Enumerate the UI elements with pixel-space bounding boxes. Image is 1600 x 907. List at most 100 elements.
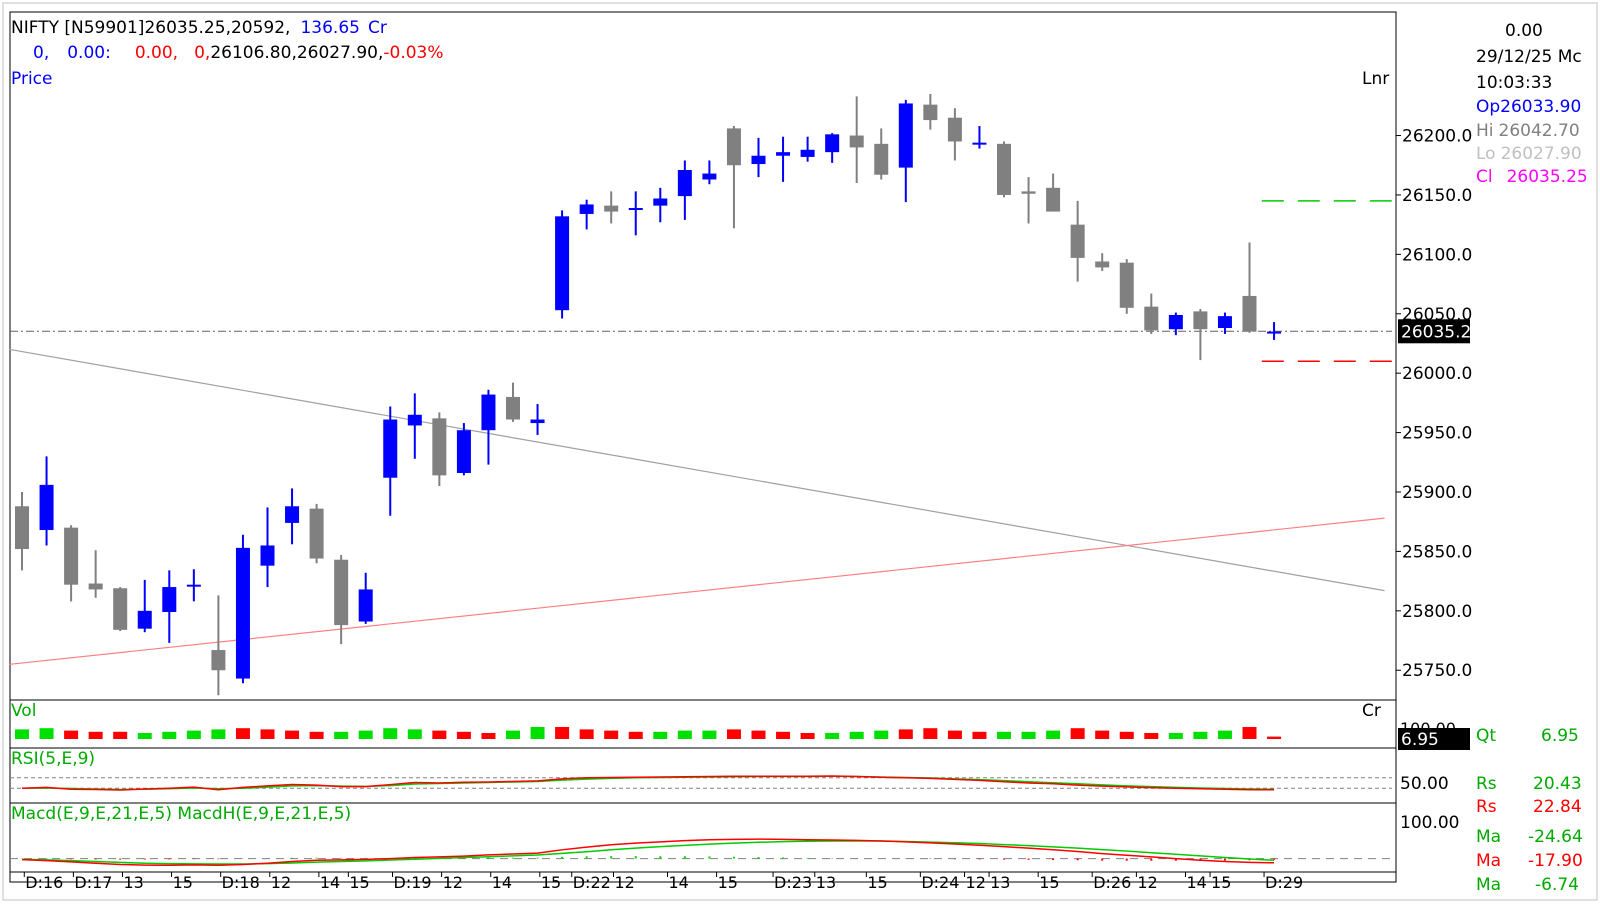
info-low: Lo 26027.90 (1476, 144, 1582, 164)
macd-pane[interactable] (10, 838, 1392, 867)
volume-bar (235, 728, 250, 739)
time-tick-label: 13 (816, 873, 836, 892)
volume-bar (1144, 733, 1159, 739)
candle-up (1217, 316, 1232, 329)
time-tick-label: 15 (349, 873, 369, 892)
volume-bar (555, 727, 570, 739)
candle-down (309, 508, 324, 559)
info-qt-value: 6.95 (1541, 726, 1579, 746)
volume-pane[interactable] (15, 727, 1282, 739)
price-tick-label: 25950.0 (1402, 424, 1472, 444)
volume-bar (1267, 736, 1282, 739)
candle-down (1119, 262, 1134, 308)
candle-down (604, 205, 619, 212)
volume-pane-label: Vol (11, 701, 36, 721)
candle-up (39, 484, 54, 531)
candle-down (1070, 224, 1085, 258)
macd-signal-line (21, 840, 1275, 865)
price-pane[interactable] (9, 93, 1392, 696)
price-tick-label: 26200.0 (1402, 127, 1472, 147)
low-value: 26027.90 (1501, 144, 1582, 164)
last-price-volume: 26035.25,20592, (144, 18, 290, 38)
candle-up (162, 587, 177, 613)
volume-bar (1217, 730, 1232, 739)
rsi-pane-label: RSI(5,E,9) (11, 749, 95, 769)
candle-up (530, 419, 545, 424)
time-tick-label: 15 (1039, 873, 1059, 892)
candle-down (726, 128, 741, 166)
volume-bar (162, 731, 177, 739)
volume-bar (383, 728, 398, 739)
header-field-c: 0.00, (135, 43, 178, 63)
header-line-1: NIFTY [N59901]26035.25,20592, 136.65 Cr (11, 18, 387, 38)
candle-down (874, 143, 889, 175)
volume-bar (972, 731, 987, 739)
price-tick-label: 25900.0 (1402, 483, 1472, 503)
candle-up (702, 173, 717, 180)
candle-down (88, 583, 103, 590)
time-tick-label: 14 (492, 873, 512, 892)
header-field-d: 0, (194, 43, 210, 63)
falling-trendline (9, 348, 1385, 592)
candle-up (800, 149, 815, 157)
info-open: Op26033.90 (1476, 97, 1581, 117)
low-label: Lo (1476, 144, 1496, 164)
info-qt-label: Qt (1476, 726, 1496, 746)
header-field-a: 0, (33, 43, 49, 63)
candle-down (1046, 187, 1061, 212)
time-tick-label: 15 (541, 873, 561, 892)
price-tick-label: 25850.0 (1402, 542, 1472, 562)
candle-up (456, 430, 471, 473)
volume-bar (211, 729, 226, 739)
candle-up (628, 208, 643, 211)
rsi-pane[interactable] (10, 775, 1392, 791)
volume-bar (628, 731, 643, 739)
volume-bar (260, 729, 275, 739)
candle-down (506, 396, 520, 420)
scale-mode-label[interactable]: Lnr (1362, 69, 1389, 89)
header-line-2: 0, 0.00: 0.00, 0,26106.80,26027.90,-0.03% (33, 43, 444, 63)
candle-down (849, 135, 864, 148)
info-close: Cl 26035.25 (1476, 167, 1588, 187)
candle-up (972, 142, 987, 145)
candle-down (1021, 191, 1036, 194)
price-pane-label: Price (11, 69, 52, 89)
turnover-value: 136.65 (300, 18, 359, 38)
info-ma2-label: Ma (1476, 851, 1501, 871)
header-field-b: 0.00: (67, 43, 111, 63)
info-ma1-label: Ma (1476, 827, 1501, 847)
volume-bar (1242, 727, 1257, 739)
volume-bar (186, 730, 201, 739)
volume-bar (1021, 731, 1036, 739)
time-tick-label: 14 (320, 873, 340, 892)
volume-bar (309, 731, 324, 739)
volume-bar (874, 730, 889, 739)
candle-down (113, 588, 128, 630)
volume-bar (1095, 730, 1110, 739)
time-tick-label: 15 (718, 873, 738, 892)
volume-bar (15, 729, 29, 739)
volume-bar (923, 728, 938, 739)
current-price-box (1398, 319, 1470, 344)
close-label: Cl (1476, 167, 1493, 187)
volume-bar (997, 731, 1011, 739)
price-tick-label: 25750.0 (1402, 661, 1472, 681)
header-change: -0.03% (383, 43, 443, 63)
volume-current-value: 6.95 (1401, 730, 1439, 750)
rsi-line (21, 775, 1275, 791)
candle-up (653, 198, 668, 206)
volume-bar (898, 729, 913, 739)
high-value: 26042.70 (1499, 121, 1580, 141)
time-tick-label: D:29 (1265, 873, 1303, 892)
volume-bar (137, 733, 152, 739)
candle-up (1168, 314, 1183, 330)
candle-down (15, 506, 29, 550)
volume-bar (677, 730, 692, 739)
header-field-e: 26106.80,26027.90, (210, 43, 383, 63)
volume-bar (1168, 733, 1183, 739)
info-rs2-value: 22.84 (1533, 797, 1582, 817)
info-high: Hi 26042.70 (1476, 121, 1580, 141)
candle-up (481, 394, 496, 431)
